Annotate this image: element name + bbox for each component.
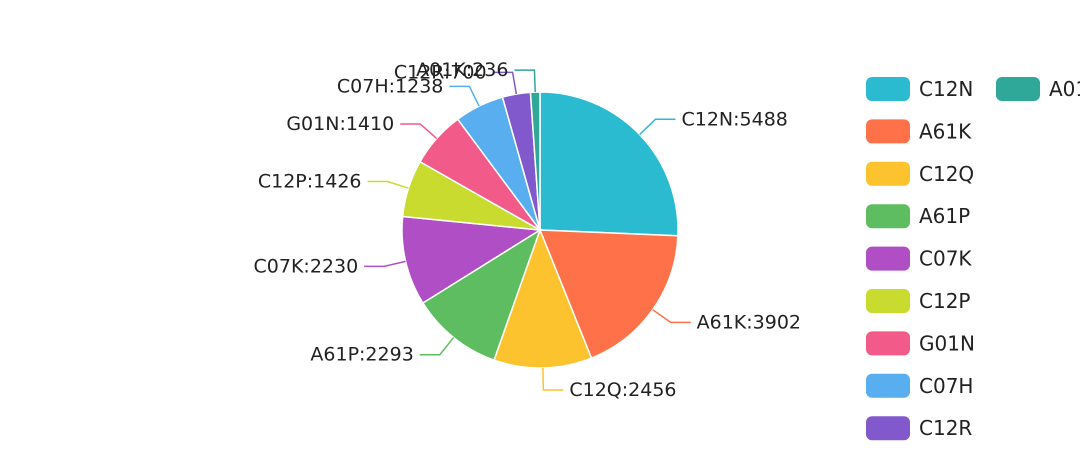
pie-slice-a01k[interactable] (529, 91, 541, 231)
legend-label-c12r[interactable]: C12R (919, 416, 972, 440)
slice-label-g01n: G01N:1410 (286, 113, 394, 135)
legend-label-c07h[interactable]: C07H (919, 374, 973, 398)
legend-swatch-c07h[interactable] (866, 373, 910, 398)
legend-swatch-c12q[interactable] (866, 161, 910, 186)
label-line-c12p (367, 180, 409, 189)
slice-label-a61k: A61K:3902 (697, 311, 801, 333)
slice-label-c12p: C12P:1426 (258, 171, 362, 193)
slice-label-c07k: C07K:2230 (254, 255, 359, 277)
legend-label-a61k[interactable]: A61K (919, 119, 972, 143)
slice-label-c12q: C12Q:2456 (569, 379, 676, 401)
legend-swatch-c12p[interactable] (866, 289, 910, 313)
slice-label-a01k: A01K:236 (416, 59, 508, 81)
legend-swatch-c12n[interactable] (866, 77, 910, 101)
legend-swatch-c12r[interactable] (866, 416, 910, 441)
label-line-a01k (514, 69, 536, 93)
pie-slice-c12q[interactable] (493, 227, 593, 369)
legend-label-g01n[interactable]: G01N (919, 331, 975, 355)
label-line-a61k (652, 309, 691, 324)
label-line-g01n (400, 123, 438, 140)
slice-labels: C12N:5488 A61K:3902 C12Q:2456 A61P:2293 C07K… (254, 59, 802, 401)
legend-swatch-c07k[interactable] (866, 246, 910, 271)
label-line-c07h (449, 85, 480, 107)
label-line-a61p (419, 337, 455, 356)
legend-label-c12n[interactable]: C12N (919, 77, 973, 101)
legend-swatch-g01n[interactable] (866, 331, 910, 356)
legend-label-c12p[interactable]: C12P (919, 289, 970, 313)
legend-label-c07k[interactable]: C07K (919, 247, 972, 271)
legend-swatch-a61k[interactable] (866, 119, 910, 144)
legend: C12N A61K C12Q A61P C07K C12P G01N C07H C12R A01K (866, 77, 1080, 441)
legend-swatch-a01k[interactable] (996, 77, 1040, 101)
label-line-c12n (639, 118, 676, 136)
pie-slices (401, 91, 679, 369)
legend-label-a01k[interactable]: A01K (1049, 77, 1080, 101)
slice-label-a61p: A61P:2293 (310, 344, 413, 366)
slice-label-c12r: C12R:700 (394, 61, 487, 83)
pie-slice-c07k[interactable] (401, 215, 543, 304)
slice-label-c07h: C07H:1238 (337, 75, 444, 97)
label-line-c07k (364, 260, 406, 268)
label-line-c12r (492, 71, 518, 95)
legend-label-a61p[interactable]: A61P (919, 204, 970, 228)
pie-slice-a61k[interactable] (538, 229, 679, 360)
label-line-c12q (542, 367, 564, 391)
legend-label-c12q[interactable]: C12Q (919, 162, 974, 186)
legend-swatch-a61p[interactable] (866, 204, 910, 229)
pie-slice-c12n[interactable] (539, 91, 679, 237)
slice-label-c12n: C12N:5488 (681, 108, 787, 130)
